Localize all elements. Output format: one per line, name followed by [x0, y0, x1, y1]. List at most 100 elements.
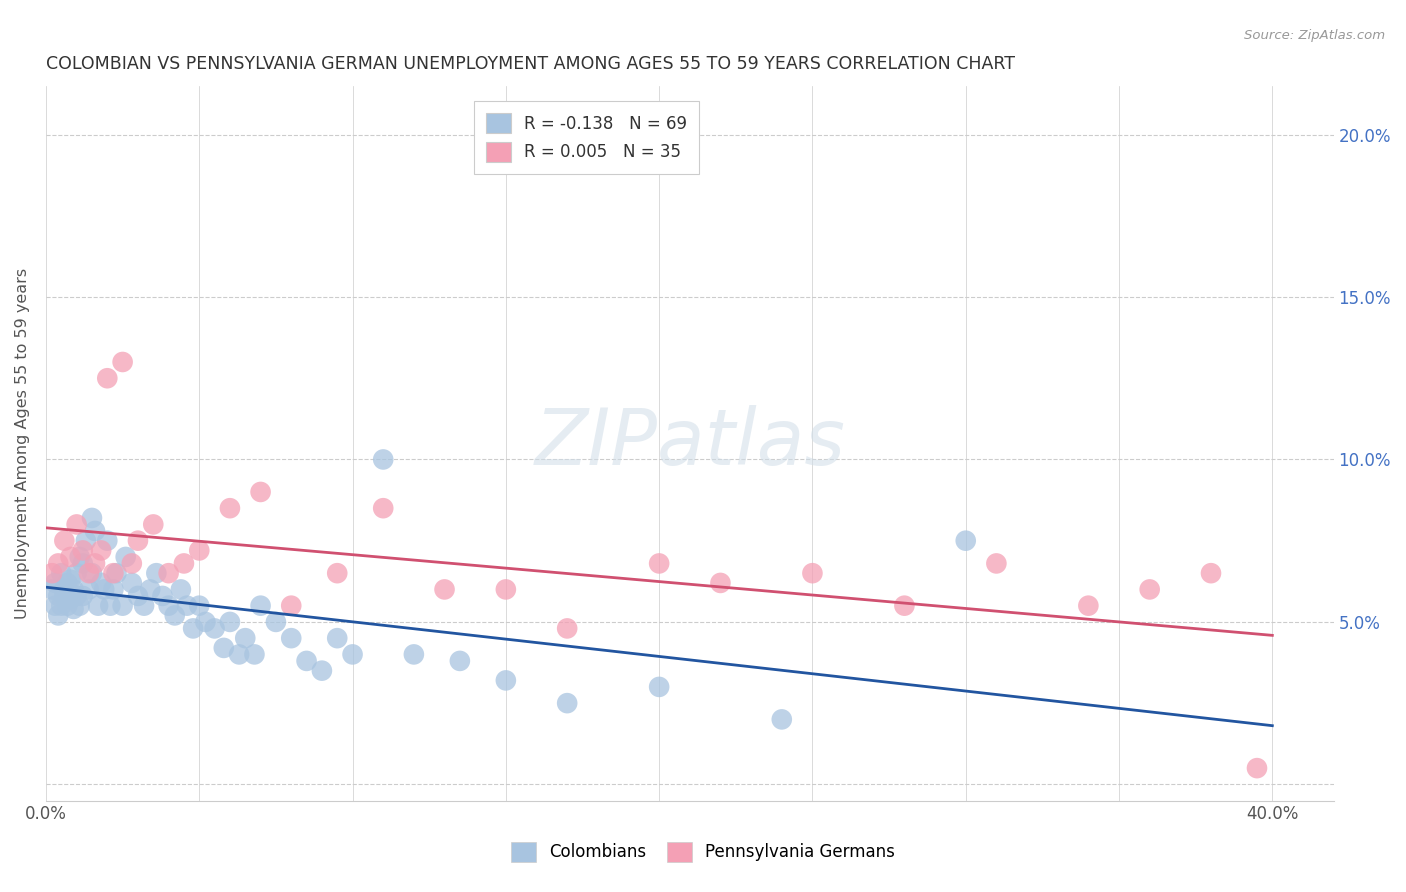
Point: [75, 533, 97, 548]
Point: [90, 576, 112, 591]
Point: [121, 557, 143, 571]
Point: [46, 557, 69, 571]
Point: [188, 599, 211, 613]
Point: [105, 566, 128, 581]
Legend: Colombians, Pennsylvania Germans: Colombians, Pennsylvania Germans: [503, 833, 903, 871]
Point: [648, 557, 671, 571]
Point: [87, 599, 110, 613]
Point: [449, 654, 471, 668]
Point: [228, 648, 250, 662]
Point: [986, 557, 1008, 571]
Point: [770, 712, 793, 726]
Point: [145, 566, 167, 581]
Point: [56, 576, 79, 591]
Point: [194, 615, 217, 629]
Point: [51, 566, 73, 581]
Point: [1246, 761, 1268, 775]
Y-axis label: Unemployment Among Ages 55 to 59 years: Unemployment Among Ages 55 to 59 years: [15, 268, 30, 619]
Point: [66, 589, 89, 603]
Point: [219, 615, 242, 629]
Point: [342, 648, 364, 662]
Point: [69, 599, 91, 613]
Point: [90, 543, 112, 558]
Point: [1139, 582, 1161, 597]
Point: [56, 599, 79, 613]
Point: [59, 573, 82, 587]
Point: [62, 582, 84, 597]
Point: [243, 648, 266, 662]
Point: [103, 566, 125, 581]
Point: [41, 566, 63, 581]
Point: [280, 599, 302, 613]
Point: [311, 664, 333, 678]
Point: [495, 582, 517, 597]
Point: [204, 622, 226, 636]
Point: [181, 622, 204, 636]
Point: [173, 557, 195, 571]
Point: [326, 566, 349, 581]
Text: Source: ZipAtlas.com: Source: ZipAtlas.com: [1244, 29, 1385, 43]
Point: [139, 582, 162, 597]
Point: [66, 517, 89, 532]
Point: [893, 599, 915, 613]
Point: [69, 549, 91, 564]
Point: [98, 599, 121, 613]
Point: [212, 640, 235, 655]
Point: [433, 582, 456, 597]
Point: [955, 533, 977, 548]
Point: [72, 543, 94, 558]
Point: [249, 599, 271, 613]
Point: [176, 599, 198, 613]
Point: [170, 582, 193, 597]
Point: [264, 615, 287, 629]
Point: [96, 533, 118, 548]
Point: [402, 648, 425, 662]
Point: [1199, 566, 1222, 581]
Point: [46, 589, 69, 603]
Point: [84, 524, 107, 538]
Point: [72, 557, 94, 571]
Legend: R = -0.138   N = 69, R = 0.005   N = 35: R = -0.138 N = 69, R = 0.005 N = 35: [474, 102, 699, 174]
Point: [142, 517, 165, 532]
Point: [121, 576, 143, 591]
Point: [163, 608, 186, 623]
Point: [111, 355, 134, 369]
Point: [72, 589, 94, 603]
Text: COLOMBIAN VS PENNSYLVANIA GERMAN UNEMPLOYMENT AMONG AGES 55 TO 59 YEARS CORRELAT: COLOMBIAN VS PENNSYLVANIA GERMAN UNEMPLO…: [46, 55, 1015, 73]
Point: [188, 543, 211, 558]
Point: [152, 589, 174, 603]
Point: [103, 582, 125, 597]
Point: [373, 501, 395, 516]
Point: [709, 576, 731, 591]
Point: [249, 485, 271, 500]
Point: [157, 566, 180, 581]
Point: [1077, 599, 1099, 613]
Point: [648, 680, 671, 694]
Point: [157, 599, 180, 613]
Point: [555, 622, 578, 636]
Point: [127, 589, 149, 603]
Point: [53, 589, 76, 603]
Point: [801, 566, 824, 581]
Point: [127, 533, 149, 548]
Point: [132, 599, 155, 613]
Point: [96, 371, 118, 385]
Point: [84, 557, 107, 571]
Point: [555, 696, 578, 710]
Point: [77, 582, 100, 597]
Point: [295, 654, 318, 668]
Point: [51, 599, 73, 613]
Point: [80, 566, 103, 581]
Point: [219, 501, 242, 516]
Point: [59, 592, 82, 607]
Point: [326, 631, 349, 645]
Point: [77, 566, 100, 581]
Point: [280, 631, 302, 645]
Point: [59, 549, 82, 564]
Text: ZIPatlas: ZIPatlas: [534, 405, 845, 481]
Point: [66, 566, 89, 581]
Point: [373, 452, 395, 467]
Point: [111, 599, 134, 613]
Point: [80, 511, 103, 525]
Point: [233, 631, 256, 645]
